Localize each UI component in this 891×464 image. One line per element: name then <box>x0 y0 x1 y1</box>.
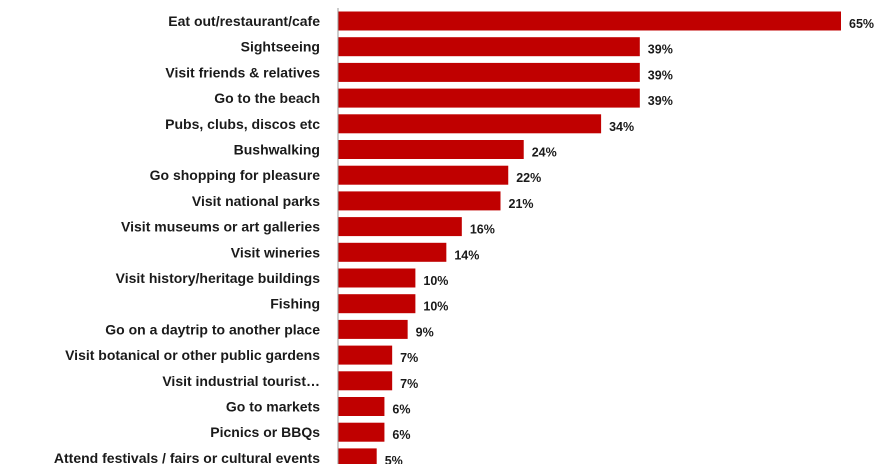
bar-8 <box>338 217 462 237</box>
value-label-4: 34% <box>609 120 634 134</box>
category-label-10: Visit history/heritage buildings <box>116 270 321 286</box>
value-label-15: 6% <box>392 403 410 417</box>
bar-4 <box>338 114 602 134</box>
category-label-7: Visit national parks <box>192 193 320 209</box>
category-label-8: Visit museums or art galleries <box>121 219 320 235</box>
category-label-15: Go to markets <box>226 399 320 415</box>
bar-1 <box>338 37 640 57</box>
value-label-1: 39% <box>648 43 673 57</box>
category-label-6: Go shopping for pleasure <box>150 167 321 183</box>
value-label-9: 14% <box>454 248 479 262</box>
bar-13 <box>338 345 393 365</box>
category-label-3: Go to the beach <box>214 90 320 106</box>
bar-17 <box>338 448 377 464</box>
category-labels: Eat out/restaurant/cafe Sightseeing Visit … <box>54 13 320 464</box>
value-label-6: 22% <box>516 171 541 185</box>
category-label-16: Picnics or BBQs <box>210 424 320 440</box>
bar-6 <box>338 165 509 185</box>
bar-12 <box>338 319 408 339</box>
category-label-11: Fishing <box>270 296 320 312</box>
value-label-13: 7% <box>400 351 418 365</box>
bar-16 <box>338 422 385 442</box>
bar-10 <box>338 268 416 288</box>
value-label-2: 39% <box>648 68 673 82</box>
category-label-4: Pubs, clubs, discos etc <box>165 116 320 132</box>
bar-2 <box>338 62 640 82</box>
bar-3 <box>338 88 640 108</box>
value-label-5: 24% <box>532 146 557 160</box>
category-label-12: Go on a daytrip to another place <box>105 321 320 337</box>
value-label-3: 39% <box>648 94 673 108</box>
value-label-11: 10% <box>423 300 448 314</box>
value-label-16: 6% <box>392 428 410 442</box>
category-label-17: Attend festivals / fairs or cultural eve… <box>54 450 320 464</box>
category-label-9: Visit wineries <box>231 244 320 260</box>
value-label-10: 10% <box>423 274 448 288</box>
value-label-17: 5% <box>385 454 403 464</box>
bars-layer <box>338 11 841 464</box>
category-label-13: Visit botanical or other public gardens <box>65 347 320 363</box>
category-label-1: Sightseeing <box>241 39 320 55</box>
value-label-7: 21% <box>509 197 534 211</box>
bar-0 <box>338 11 841 31</box>
category-label-2: Visit friends & relatives <box>165 64 320 80</box>
category-label-5: Bushwalking <box>234 142 320 158</box>
value-label-14: 7% <box>400 377 418 391</box>
value-label-0: 65% <box>849 17 874 31</box>
bar-15 <box>338 397 385 416</box>
value-label-12: 9% <box>416 325 434 339</box>
bar-14 <box>338 371 393 391</box>
category-label-14: Visit industrial tourist… <box>162 373 320 389</box>
bar-7 <box>338 191 501 211</box>
bar-9 <box>338 242 447 262</box>
bar-5 <box>338 140 524 159</box>
value-labels: 65% 39% 39% 39% 34% 24% 22% 21% 16% 14% 10% 10% 9% 7%… <box>385 17 874 464</box>
category-label-0: Eat out/restaurant/cafe <box>168 13 320 29</box>
bar-11 <box>338 294 416 314</box>
value-label-8: 16% <box>470 223 495 237</box>
